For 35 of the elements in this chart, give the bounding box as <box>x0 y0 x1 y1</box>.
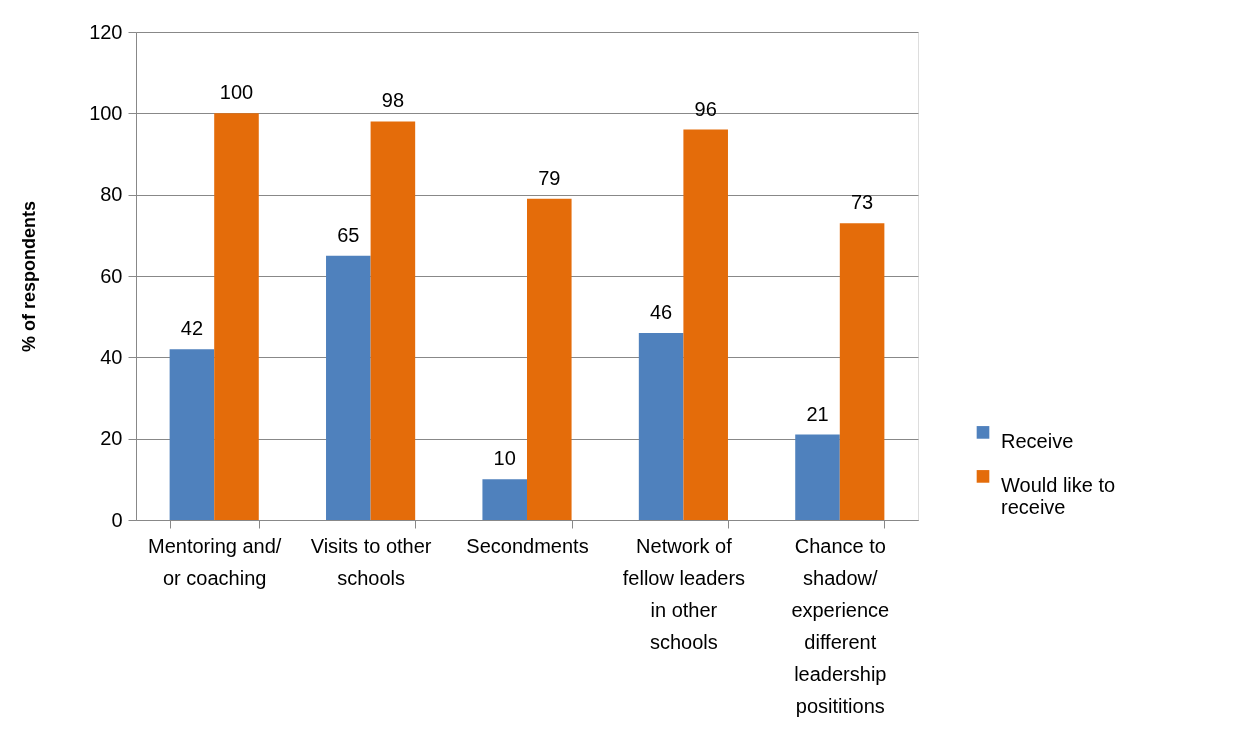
bar <box>169 349 215 520</box>
data-label: 96 <box>694 97 717 120</box>
bar <box>482 479 527 520</box>
y-tick-label: 20 <box>100 427 123 450</box>
bar <box>370 121 416 520</box>
x-tick-label: Chance to shadow/ experience different leadership posititions <box>791 534 890 717</box>
data-label: 10 <box>493 447 516 470</box>
legend-label: Would like to receive <box>1001 474 1116 519</box>
y-tick-label: 80 <box>100 183 123 206</box>
y-tick-label: 40 <box>100 345 123 368</box>
bar <box>326 255 371 520</box>
data-label: 46 <box>649 300 673 323</box>
bar <box>214 113 259 520</box>
bar <box>795 434 840 520</box>
y-axis-title: % of respondents <box>19 200 40 353</box>
x-tick-label: Network of fellow leaders in other schools <box>622 534 746 653</box>
x-tick-label: Visits to other schools <box>310 534 432 589</box>
bar <box>839 223 885 520</box>
y-tick-label: 60 <box>100 264 123 287</box>
data-label: 100 <box>219 81 254 104</box>
bar <box>527 198 572 520</box>
data-label: 73 <box>850 191 874 214</box>
legend-label: Receive <box>1001 430 1074 453</box>
data-label: 42 <box>180 317 204 340</box>
bar <box>683 129 728 520</box>
x-tick-label: Mentoring and/ or coaching <box>147 534 282 589</box>
y-tick-label: 120 <box>89 20 123 43</box>
bar <box>638 332 684 520</box>
y-tick-label: 0 <box>111 508 123 531</box>
x-tick-label: Secondments <box>466 534 589 557</box>
data-label: 79 <box>538 166 561 189</box>
data-label: 65 <box>337 223 360 246</box>
y-tick-label: 100 <box>89 101 123 124</box>
data-label: 98 <box>381 89 405 112</box>
data-label: 21 <box>806 402 829 425</box>
